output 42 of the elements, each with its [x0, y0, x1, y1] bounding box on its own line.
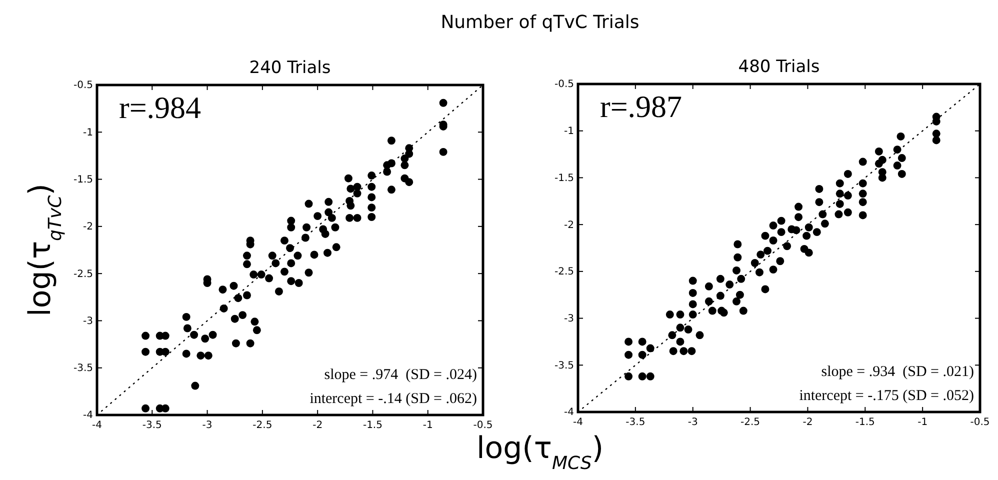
y-tick-label: -3: [564, 313, 574, 324]
y-tick-label: -0.5: [554, 79, 574, 90]
y-tick-label: -1.5: [554, 172, 574, 184]
y-tick-label: -3.5: [73, 363, 93, 374]
x-tick-label: -2.5: [252, 420, 272, 432]
y-tick-label: -3: [83, 316, 93, 327]
x-tick-label: -3.5: [626, 417, 646, 428]
y-tick-label: -1: [564, 126, 574, 138]
annotation: r=.984: [119, 90, 202, 125]
annotation: slope = .974 (SD = .024): [324, 367, 477, 383]
text: Number of qTvC Trials: [440, 12, 640, 33]
x-tick-label: -0.5: [473, 420, 493, 432]
y-tick-label: -1: [83, 127, 93, 138]
x-tick-label: -1.5: [362, 420, 382, 432]
x-tick-label: -2: [312, 420, 323, 432]
y-tick-label: -0.5: [73, 80, 93, 92]
y-tick-label: -4: [564, 407, 574, 418]
chart-subtitle: 480 Trials: [738, 57, 820, 77]
annotation: intercept = -.175 (SD = .052): [799, 388, 974, 404]
y-tick-label: -3.5: [554, 360, 574, 372]
annotation: intercept = -.14 (SD = .062): [310, 391, 477, 407]
x-tick-label: -1: [918, 417, 928, 428]
x-tick-label: -3: [688, 417, 698, 428]
x-tick-label: -1.5: [855, 417, 875, 428]
y-tick-label: -2.5: [554, 266, 574, 278]
x-tick-label: -2: [802, 417, 813, 428]
y-tick-label: -2.5: [73, 268, 93, 280]
x-axis-title: log(τ$_{MCS}$): [476, 431, 604, 474]
x-tick-label: -1: [422, 420, 433, 432]
annotation: slope = .934 (SD = .021): [821, 364, 974, 380]
x-tick-label: -2.5: [740, 417, 760, 428]
x-tick-label: -4: [92, 420, 102, 432]
y-tick-label: -2: [83, 222, 93, 233]
chart-subtitle: 240 Trials: [249, 58, 331, 78]
x-tick-label: -3.5: [142, 420, 162, 432]
x-tick-label: -0.5: [970, 417, 990, 428]
y-tick-label: -2: [564, 220, 574, 231]
y-tick-label: -1.5: [73, 174, 93, 186]
x-tick-label: -4: [573, 417, 583, 428]
annotation: r=.987: [600, 89, 682, 124]
y-tick-label: -4: [83, 410, 93, 422]
x-tick-label: -3: [202, 420, 212, 432]
